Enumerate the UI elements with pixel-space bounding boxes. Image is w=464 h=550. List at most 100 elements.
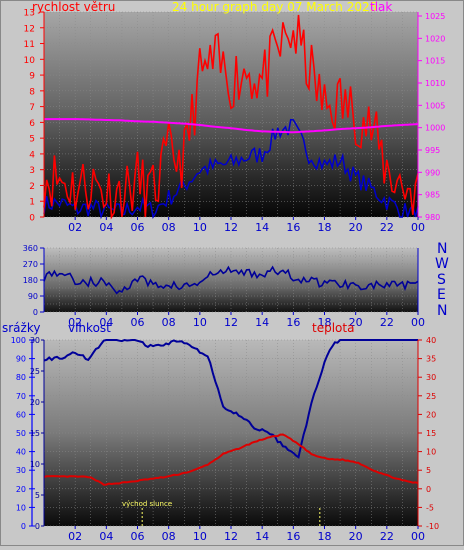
humidity-line bbox=[43, 338, 418, 459]
temperature-y-tick-label: 15 bbox=[426, 429, 436, 438]
temperature-y-tick-label: 10 bbox=[426, 448, 436, 457]
direction-x-tick-label: 08 bbox=[162, 316, 176, 329]
humidity-y-tick-label: 15 bbox=[30, 429, 40, 438]
temperature-y-tick-label: -5 bbox=[426, 503, 434, 512]
humidity-y-tick-label: 25 bbox=[30, 367, 40, 376]
humidity-y-tick-label: 30 bbox=[30, 336, 40, 345]
temperature-axis-title: teplota bbox=[312, 321, 355, 335]
wind-y-tick-label: 13 bbox=[24, 9, 35, 19]
direction-y-tick-label: 90 bbox=[28, 292, 38, 301]
rht-x-tick-label: 12 bbox=[224, 530, 238, 543]
rht-x-tick-label: 20 bbox=[349, 530, 363, 543]
wind-x-tick-label: 12 bbox=[224, 221, 238, 234]
chart-title: 24 hour graph day 07 March 2025 bbox=[172, 0, 378, 14]
pressure-y-tick-label: 1015 bbox=[425, 57, 445, 66]
pressure-axis-title: tlak bbox=[370, 0, 393, 14]
wind-y-tick-label: 8 bbox=[29, 87, 35, 97]
pressure-y-tick-label: 990 bbox=[425, 168, 440, 177]
wind-direction-line bbox=[43, 265, 419, 295]
pressure-y-tick-label: 1025 bbox=[425, 12, 445, 21]
temperature-y-tick-label: -10 bbox=[426, 522, 439, 531]
temperature-y-tick-label: 30 bbox=[426, 373, 436, 382]
direction-y-tick-label: 0 bbox=[33, 308, 38, 317]
wind-x-tick-label: 10 bbox=[193, 221, 207, 234]
temperature-line bbox=[43, 433, 419, 486]
direction-x-tick-label: 16 bbox=[286, 316, 300, 329]
pressure-y-tick-label: 985 bbox=[425, 191, 440, 200]
rht-x-tick-label: 22 bbox=[380, 530, 394, 543]
wind-x-tick-label: 22 bbox=[380, 221, 394, 234]
wind-x-tick-label: 08 bbox=[162, 221, 176, 234]
wind-gust-line bbox=[43, 14, 419, 220]
wind-x-tick-label: 18 bbox=[318, 221, 332, 234]
wind-y-tick-label: 5 bbox=[29, 135, 35, 145]
wind-y-tick-label: 4 bbox=[29, 150, 35, 160]
rain-y-tick-label: 100 bbox=[11, 336, 26, 345]
rht-x-tick-label: 00 bbox=[411, 530, 425, 543]
rain-y-tick-label: 90 bbox=[16, 355, 26, 364]
wind-x-tick-label: 14 bbox=[255, 221, 269, 234]
direction-y-tick-label: 360 bbox=[23, 244, 38, 253]
compass-label-s: S bbox=[437, 272, 446, 288]
wind-y-tick-label: 0 bbox=[29, 214, 35, 224]
rain-y-tick-label: 30 bbox=[16, 466, 26, 475]
direction-y-tick-label: 180 bbox=[23, 276, 38, 285]
rain-axis-title: srážky bbox=[2, 321, 41, 335]
direction-x-tick-label: 10 bbox=[193, 316, 207, 329]
direction-x-tick-label: 22 bbox=[380, 316, 394, 329]
compass-label-n-bottom: N bbox=[437, 303, 448, 319]
direction-x-tick-label: 18 bbox=[318, 316, 332, 329]
humidity-axis-title: vlhkost bbox=[68, 321, 111, 335]
rht-x-tick-label: 14 bbox=[255, 530, 269, 543]
wind-x-tick-label: 20 bbox=[349, 221, 363, 234]
compass-label-w: W bbox=[435, 256, 449, 272]
direction-x-tick-label: 00 bbox=[411, 316, 425, 329]
rain-y-tick-label: 0 bbox=[21, 522, 26, 531]
humidity-y-tick-label: 10 bbox=[30, 460, 40, 469]
rain-y-tick-label: 70 bbox=[16, 392, 26, 401]
wind-y-tick-label: 9 bbox=[29, 72, 35, 82]
wind-y-tick-label: 2 bbox=[29, 182, 35, 192]
rht-x-tick-label: 10 bbox=[193, 530, 207, 543]
rain-y-tick-label: 40 bbox=[16, 448, 26, 457]
wind-x-tick-label: 02 bbox=[68, 221, 82, 234]
direction-x-tick-label: 04 bbox=[99, 316, 113, 329]
sunrise-label: východ slunce bbox=[122, 500, 173, 508]
temperature-y-tick-label: 35 bbox=[426, 355, 436, 364]
direction-y-tick-label: 270 bbox=[23, 260, 38, 269]
compass-label-n-top: N bbox=[437, 241, 448, 257]
wind-y-tick-label: 10 bbox=[24, 56, 36, 66]
rht-x-tick-label: 08 bbox=[162, 530, 176, 543]
rht-x-tick-label: 04 bbox=[99, 530, 113, 543]
wind-axis-title: rychlost větru bbox=[32, 0, 116, 14]
rht-x-tick-label: 18 bbox=[318, 530, 332, 543]
rain-y-tick-label: 20 bbox=[16, 485, 26, 494]
wind-y-tick-label: 11 bbox=[24, 40, 35, 50]
rain-y-tick-label: 80 bbox=[16, 373, 26, 382]
rht-x-tick-label: 02 bbox=[68, 530, 82, 543]
pressure-y-tick-label: 1010 bbox=[425, 79, 445, 88]
wind-x-tick-label: 06 bbox=[131, 221, 145, 234]
wind-y-tick-label: 6 bbox=[29, 119, 35, 129]
pressure-y-tick-label: 995 bbox=[425, 146, 440, 155]
wind-y-tick-label: 7 bbox=[29, 103, 35, 113]
pressure-y-tick-label: 1000 bbox=[425, 124, 445, 133]
rht-x-tick-label: 16 bbox=[286, 530, 300, 543]
compass-label-e: E bbox=[437, 287, 446, 303]
humidity-y-tick-label: 0 bbox=[35, 522, 40, 531]
humidity-y-tick-label: 5 bbox=[35, 491, 40, 500]
rht-x-tick-label: 06 bbox=[131, 530, 145, 543]
rain-y-tick-label: 10 bbox=[16, 503, 26, 512]
rain-y-tick-label: 60 bbox=[16, 410, 26, 419]
direction-x-tick-label: 06 bbox=[131, 316, 145, 329]
wind-y-tick-label: 1 bbox=[29, 198, 35, 208]
wind-y-tick-label: 12 bbox=[24, 24, 35, 34]
direction-x-tick-label: 20 bbox=[349, 316, 363, 329]
pressure-y-tick-label: 1005 bbox=[425, 101, 445, 110]
direction-x-tick-label: 02 bbox=[68, 316, 82, 329]
wind-x-tick-label: 16 bbox=[286, 221, 300, 234]
wind-x-tick-label: 04 bbox=[99, 221, 113, 234]
temperature-y-tick-label: 40 bbox=[426, 336, 436, 345]
